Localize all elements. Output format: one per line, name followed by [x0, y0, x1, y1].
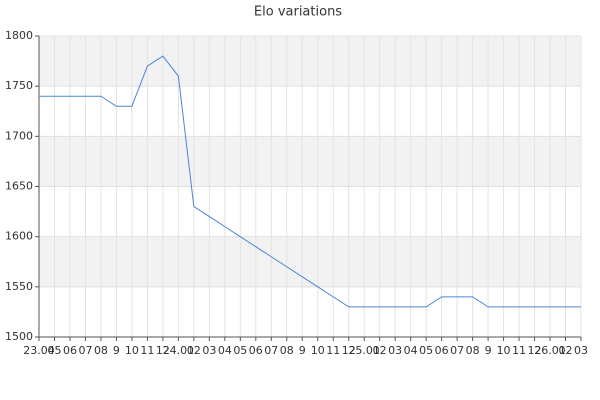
x-tick-label: 05 — [233, 344, 247, 357]
y-tick-label: 1700 — [5, 129, 33, 142]
x-tick-label: 10 — [125, 344, 139, 357]
x-tick-label: 04 — [404, 344, 418, 357]
x-tick-label: 11 — [326, 344, 340, 357]
x-tick-label: 12 — [342, 344, 356, 357]
grid-band — [39, 236, 581, 287]
x-tick-label: 08 — [466, 344, 480, 357]
x-tick-label: 05 — [47, 344, 61, 357]
y-tick-label: 1500 — [5, 330, 33, 343]
x-tick-label: 06 — [63, 344, 77, 357]
x-tick-label: 06 — [435, 344, 449, 357]
x-tick-label: 12 — [156, 344, 170, 357]
x-tick-label: 12 — [528, 344, 542, 357]
x-tick-label: 10 — [311, 344, 325, 357]
chart-title: Elo variations — [254, 5, 342, 20]
line — [39, 55, 581, 308]
x-tick-label: 08 — [280, 344, 294, 357]
grid-band — [39, 36, 581, 87]
y-tick-label: 1800 — [5, 29, 33, 42]
y-tick-label: 1550 — [5, 280, 33, 293]
x-tick-label: 03 — [388, 344, 402, 357]
y-tick-label: 1750 — [5, 79, 33, 92]
x-tick-label: 08 — [94, 344, 108, 357]
x-tick-label: 06 — [249, 344, 263, 357]
x-tick-label: 10 — [497, 344, 511, 357]
y-tick-label: 1650 — [5, 180, 33, 193]
x-tick-label: 02 — [559, 344, 573, 357]
x-tick-label: 11 — [140, 344, 154, 357]
x-tick-label: 02 — [373, 344, 387, 357]
x-tick-label: 23.04 — [23, 344, 55, 357]
x-tick-label: 25.01 — [348, 344, 380, 357]
x-tick-label: 04 — [218, 344, 232, 357]
x-tick-label: 05 — [419, 344, 433, 357]
x-tick-label: 02 — [187, 344, 201, 357]
x-tick-label: 26.01 — [534, 344, 566, 357]
x-tick-label: 03 — [202, 344, 216, 357]
x-tick-label: 03 — [574, 344, 588, 357]
x-tick-label: 9 — [299, 344, 306, 357]
x-tick-label: 07 — [264, 344, 278, 357]
x-tick-label: 9 — [113, 344, 120, 357]
x-tick-label: 24.01 — [163, 344, 195, 357]
grid-band — [39, 136, 581, 187]
x-tick-label: 9 — [485, 344, 492, 357]
x-tick-label: 07 — [450, 344, 464, 357]
y-tick-label: 1600 — [5, 230, 33, 243]
x-tick-label: 07 — [78, 344, 92, 357]
x-tick-label: 11 — [512, 344, 526, 357]
